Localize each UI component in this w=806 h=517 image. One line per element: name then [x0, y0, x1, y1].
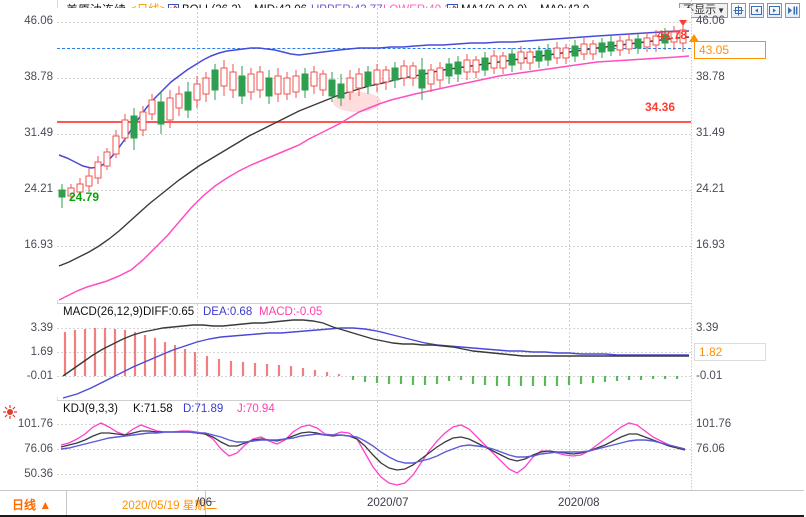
period-badge[interactable]: 日线 ▲ — [12, 498, 52, 512]
cursor-price-tag: 43.05 — [694, 41, 766, 59]
macd-histogram — [63, 328, 679, 386]
price-ytick-left: 31.49 — [24, 127, 53, 139]
highlight-ellipse-annotation — [333, 92, 381, 112]
plot-right-border — [691, 0, 692, 490]
kdj-d-value: D:71.89 — [183, 403, 224, 415]
zoom-in-button[interactable] — [767, 2, 782, 18]
kdj-ytick-left: 76.06 — [24, 443, 53, 455]
macd-title: MACD(26,12,9) — [63, 306, 143, 318]
macd-cursor-tag: 1.82 — [694, 343, 766, 361]
price-ytick-right: 46.06 — [696, 15, 725, 27]
axis-divider — [205, 491, 206, 517]
gridline — [377, 304, 378, 397]
gridline — [57, 190, 691, 191]
macd-dea-line — [62, 327, 689, 399]
macd-diff-line — [62, 319, 689, 377]
price-ytick-left: 38.78 — [24, 71, 53, 83]
price-arrow-marker — [689, 34, 699, 42]
alert-sun-icon[interactable] — [2, 404, 18, 420]
price-ytick-right: 38.78 — [696, 71, 725, 83]
kdj-j-value: J:70.94 — [237, 403, 275, 415]
support-line — [57, 121, 691, 123]
kdj-title: KDJ(9,3,3) — [63, 403, 118, 415]
gridline — [377, 8, 378, 300]
macd-plot — [62, 319, 689, 399]
date-axis: 日线 ▲ 2020/05/19 星期二 /06 2020/07 2020/08 — [0, 490, 806, 517]
macd-ytick-right: -0.01 — [696, 370, 723, 382]
low-price-annotation: 24.79 — [69, 190, 100, 204]
macd-ytick-left: 3.39 — [30, 322, 53, 334]
date-tick-label: 2020/08 — [558, 497, 600, 509]
gridline — [57, 134, 691, 135]
gridline — [57, 22, 691, 23]
support-price-annotation: 34.36 — [645, 100, 676, 114]
macd-macd-value: MACD:-0.05 — [259, 306, 323, 318]
gridline — [57, 328, 691, 329]
kdj-plot — [60, 422, 686, 486]
kdj-panel: KDJ(9,3,3) K:71.58 D:71.89 J:70.94 101.7… — [18, 400, 731, 490]
price-ytick-left: 16.93 — [24, 239, 53, 251]
date-tick-label: /06 — [196, 497, 212, 509]
kdj-d-line — [60, 431, 686, 464]
macd-diff-value: DIFF:0.65 — [143, 306, 195, 318]
gridline — [569, 8, 570, 300]
price-plot — [58, 20, 690, 301]
kdj-ytick-left: 50.36 — [24, 468, 53, 480]
price-ytick-right: 24.21 — [696, 183, 725, 195]
macd-ytick-left: 1.69 — [30, 346, 53, 358]
gridline — [569, 304, 570, 397]
gridline — [57, 376, 691, 377]
gridline — [377, 401, 378, 490]
price-ytick-left: 24.21 — [24, 183, 53, 195]
boll-lower-line — [58, 55, 690, 301]
price-ytick-right: 31.49 — [696, 127, 725, 139]
high-price-annotation: 43.78 — [657, 28, 688, 42]
kdj-ytick-right: 76.06 — [696, 443, 725, 455]
kdj-k-value: K:71.58 — [133, 403, 173, 415]
window-bottom-edge — [0, 515, 806, 517]
crosshair-button[interactable] — [731, 2, 746, 18]
gridline — [197, 304, 198, 397]
high-marker-icon — [679, 20, 687, 26]
gridline — [57, 474, 691, 475]
scroll-right-button[interactable] — [785, 2, 800, 18]
gridline — [57, 424, 691, 425]
macd-panel: MACD(26,12,9) DIFF:0.65 DEA:0.68 MACD:-0… — [27, 303, 766, 399]
price-ytick-left: 46.06 — [24, 15, 53, 27]
kdj-ytick-right: 101.76 — [696, 418, 732, 430]
cursor-date-label: 2020/05/19 星期二 — [122, 500, 218, 512]
kdj-ytick-left: 101.76 — [17, 418, 53, 430]
price-panel: 46.06 38.78 31.49 24.21 16.93 46.06 38.7… — [24, 8, 766, 301]
window-right-edge — [804, 0, 806, 517]
date-tick-label: 2020/07 — [367, 497, 409, 509]
macd-ytick-left: -0.01 — [26, 370, 53, 382]
macd-dea-value: DEA:0.68 — [203, 306, 253, 318]
macd-ytick-right: 3.39 — [696, 322, 719, 334]
gridline — [197, 401, 198, 490]
gridline — [57, 246, 691, 247]
price-ytick-right: 16.93 — [696, 239, 725, 251]
chevron-down-icon: ▼ — [717, 5, 725, 15]
axis-divider — [66, 491, 67, 517]
gridline — [57, 352, 691, 353]
gridline — [569, 401, 570, 490]
gridline — [197, 8, 198, 300]
gridline — [57, 449, 691, 450]
candlestick-series — [58, 24, 687, 208]
zoom-out-button[interactable] — [749, 2, 764, 18]
